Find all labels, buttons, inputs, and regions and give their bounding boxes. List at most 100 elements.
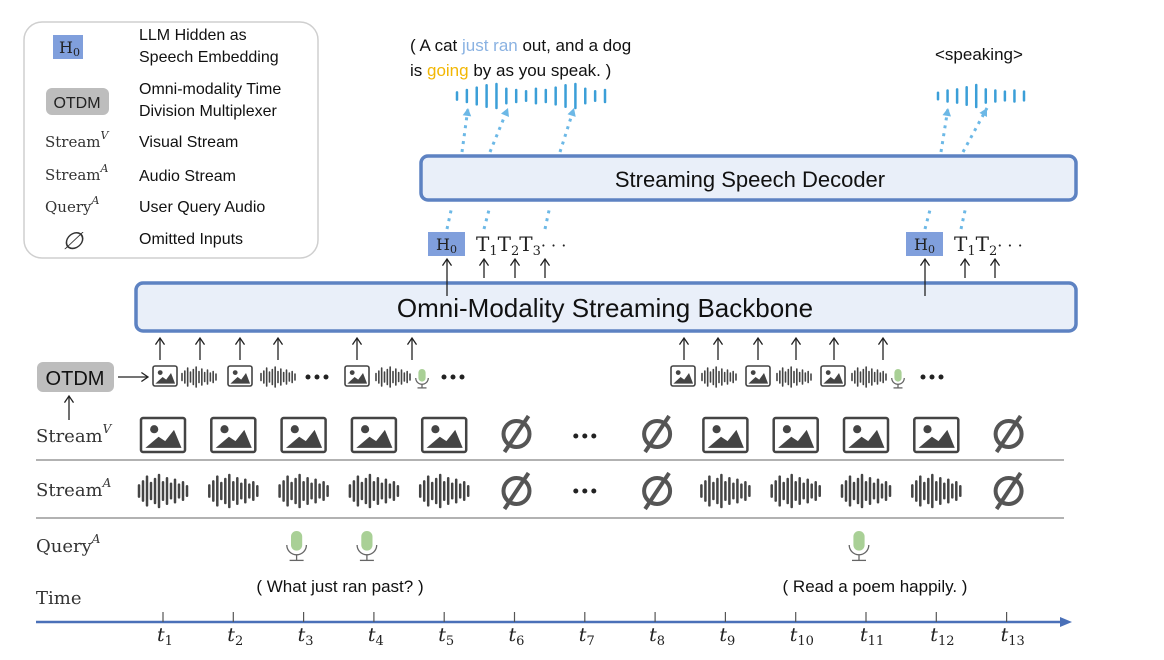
speaking-label: <speaking> (935, 45, 1023, 64)
microphone-icon (356, 531, 378, 562)
svg-text:QueryA: QueryA (45, 194, 99, 216)
audio-waveform-icon (418, 473, 470, 509)
query-text-1: ( What just ran past? ) (256, 577, 423, 596)
token-arrow (539, 257, 551, 278)
time-tick-label: t9 (719, 624, 735, 649)
dotted-connector (543, 205, 552, 230)
svg-text:H0: H0 (914, 235, 935, 256)
time-tick-label: t13 (1001, 624, 1025, 649)
svg-text:Audio Stream: Audio Stream (139, 168, 236, 185)
time-tick-label: t10 (790, 624, 814, 649)
otdm-box (37, 362, 114, 392)
image-frame-icon (280, 416, 327, 454)
ellipsis-icon (920, 374, 944, 380)
dotted-connector (445, 205, 454, 230)
image-frame-icon (139, 416, 187, 454)
h0-arrow (919, 257, 931, 296)
audio-waveform-icon (181, 366, 217, 388)
svg-text:StreamV: StreamV (45, 129, 110, 151)
input-arrow (877, 336, 889, 360)
microphone-icon (415, 369, 429, 389)
speech-decoder-label: Streaming Speech Decoder (615, 167, 885, 192)
svg-text:StreamA: StreamA (45, 162, 109, 184)
input-arrow (154, 336, 166, 360)
token-arrow (509, 257, 521, 278)
legend: H0 LLM Hidden as Speech Embedding OTDM O… (23, 21, 319, 259)
svg-text:OTDM: OTDM (46, 368, 105, 390)
token-arrow (478, 257, 490, 278)
legend-label: LLM Hidden as (139, 27, 247, 44)
omitted-icon (642, 414, 673, 454)
dotted-arrow (961, 107, 989, 153)
input-arrow (752, 336, 764, 360)
ellipsis-icon (573, 433, 597, 439)
input-arrow (351, 336, 363, 360)
tokens-right: H0 T1T2· · · (906, 232, 1023, 259)
dotted-arrow (558, 107, 576, 153)
input-arrow (234, 336, 246, 360)
h0-token (906, 232, 943, 256)
text-tokens: T1T2T3· · · (476, 232, 566, 259)
row-label-stream-v: StreamV (36, 422, 113, 447)
otdm-output-arrow (118, 371, 150, 383)
time-axis: t1 t2 t3 t4 t5 t6 t7 t8 t9 t10 t11 t12 t13 (36, 612, 1072, 649)
image-frame-icon (702, 416, 749, 454)
image-frame-icon (820, 365, 846, 387)
image-frame-icon (350, 416, 398, 454)
row-label-time: Time (36, 588, 81, 609)
dotted-arrow (460, 107, 472, 153)
audio-waveform-icon (911, 473, 962, 509)
time-tick-label: t6 (509, 624, 525, 649)
time-tick-label: t8 (649, 624, 665, 649)
input-arrow (272, 336, 284, 360)
audio-waveform-icon (840, 473, 892, 509)
image-frame-icon (152, 365, 178, 387)
image-frame-icon (670, 365, 696, 387)
omitted-icon (501, 414, 532, 454)
audio-waveform-icon (137, 473, 189, 509)
svg-text:OTDM: OTDM (53, 95, 100, 112)
input-arrow (712, 336, 724, 360)
query-text-2: ( Read a poem happily. ) (783, 577, 968, 596)
audio-waveform-icon (770, 473, 821, 509)
svg-text:Omitted Inputs: Omitted Inputs (139, 231, 243, 248)
microphone-icon (286, 531, 308, 562)
input-arrow (828, 336, 840, 360)
time-tick-label: t3 (298, 624, 314, 649)
ellipsis-icon (441, 374, 465, 380)
token-arrow (959, 257, 971, 278)
dotted-connector (923, 205, 933, 230)
omitted-icon (642, 471, 673, 511)
input-arrow (678, 336, 690, 360)
audio-waveform-icon (208, 473, 259, 509)
otdm-input-arrow (63, 394, 75, 420)
time-tick-label: t1 (157, 624, 173, 649)
otdm-legend-swatch (46, 88, 109, 115)
image-frame-icon (842, 416, 890, 454)
omitted-icon (501, 471, 532, 511)
audio-waveform-icon (851, 366, 887, 388)
microphone-icon (848, 531, 870, 562)
audio-waveform-icon (278, 473, 329, 509)
image-frame-icon (745, 365, 771, 387)
input-arrow (406, 336, 418, 360)
ellipsis-icon (573, 488, 597, 494)
dotted-arrow (488, 107, 510, 153)
audio-waveform-icon (701, 366, 737, 388)
output-text-line1: ( A cat just ran out, and a dog (410, 36, 631, 55)
svg-text:Visual Stream: Visual Stream (139, 134, 238, 151)
output-text-line2: is going by as you speak. ) (410, 61, 611, 80)
time-tick-label: t12 (930, 624, 954, 649)
image-frame-icon (420, 416, 468, 454)
h0-token (428, 232, 465, 256)
image-frame-icon (913, 416, 960, 454)
audio-waveform-icon (348, 473, 400, 509)
audio-waveform-icon (776, 366, 812, 388)
h0-arrow (441, 257, 453, 296)
image-frame-icon (210, 416, 257, 454)
output-speech-waveform (455, 82, 607, 110)
svg-text:User Query Audio: User Query Audio (139, 199, 265, 216)
svg-text:Division Multiplexer: Division Multiplexer (139, 103, 277, 120)
row-label-stream-a: StreamA (36, 476, 112, 501)
h0-legend-swatch (53, 35, 83, 59)
